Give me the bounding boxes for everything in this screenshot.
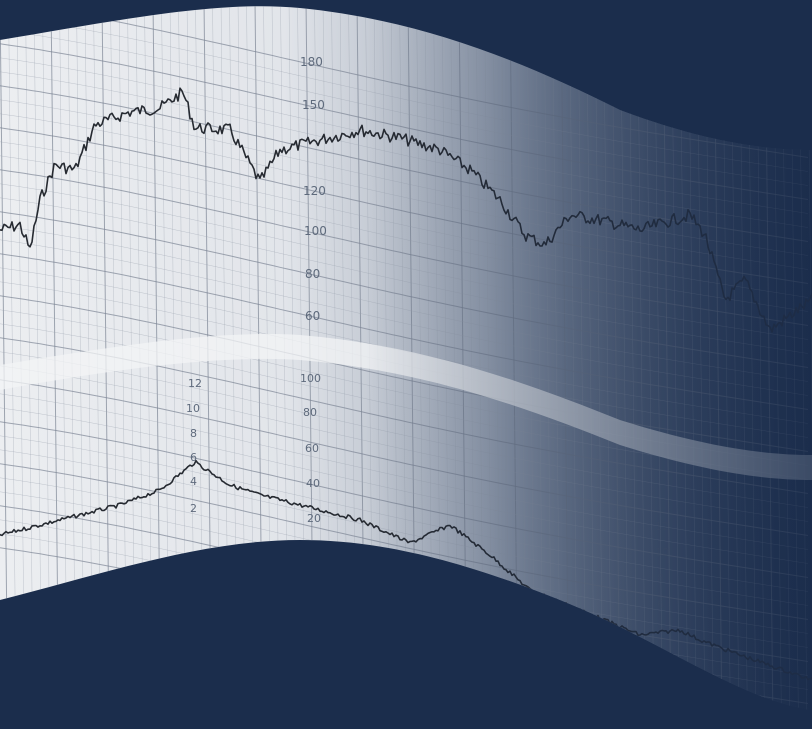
far-scale-label: 2	[658, 650, 665, 663]
